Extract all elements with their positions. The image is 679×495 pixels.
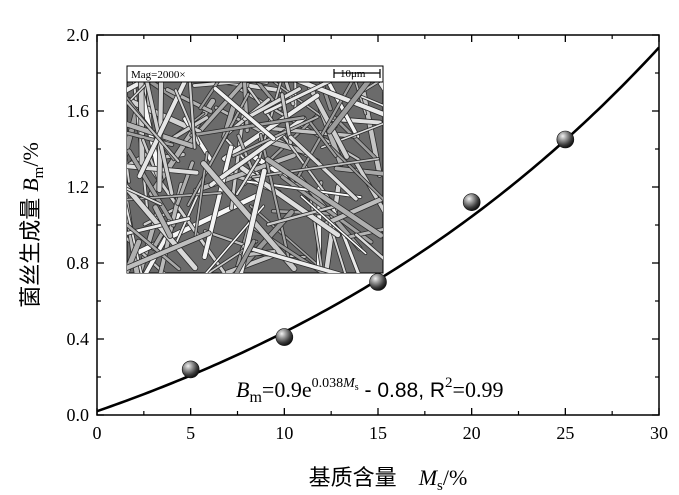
inset-magnification-label: Mag=2000× [131,69,186,81]
x-tick-label: 10 [275,423,293,443]
eq-lhs-sub: m [249,389,262,406]
inset-scale-label: 10μm [340,68,366,80]
data-point [276,329,293,346]
eq-exp: 0.038 [312,376,344,391]
y-tick-label: 0.8 [67,253,90,273]
y-tick-label: 1.2 [67,177,90,197]
eq-r-value: =0.99 [453,377,504,402]
data-point [370,274,387,291]
sem-micrograph-inset: Mag=2000× 10μm [83,10,419,325]
x-axis-var: M [418,465,439,490]
fit-equation: Bm=0.9e0.038Ms - 0.88, R2=0.99 [236,375,503,406]
x-tick-label: 15 [369,423,387,443]
eq-r-sup: 2 [445,375,453,391]
eq-lhs-var: B [236,377,249,402]
x-tick-label: 20 [463,423,481,443]
eq-r-label: R [430,379,445,402]
x-tick-label: 30 [650,423,668,443]
y-axis-unit: /% [18,142,43,166]
x-tick-label: 0 [93,423,102,443]
y-axis-title: 菌丝生成量 Bm/% [18,142,47,308]
eq-tail: - 0.88, [359,379,430,402]
data-point [463,194,480,211]
y-axis-title-text: 菌丝生成量 [19,198,44,308]
x-axis-title-text: 基质含量 [309,466,397,491]
data-point [557,131,574,148]
x-tick-label: 25 [556,423,574,443]
data-point [182,361,199,378]
x-axis-unit: /% [443,465,467,490]
eq-coef: =0.9e [262,377,312,402]
x-axis-title: 基质含量 Ms/% [309,465,468,494]
y-tick-label: 0.0 [67,405,90,425]
y-tick-label: 1.6 [67,101,90,121]
y-axis-sub: m [31,166,47,178]
y-tick-label: 0.4 [67,329,90,349]
y-tick-label: 2.0 [67,25,90,45]
y-axis-var: B [18,178,43,191]
x-tick-label: 5 [186,423,195,443]
